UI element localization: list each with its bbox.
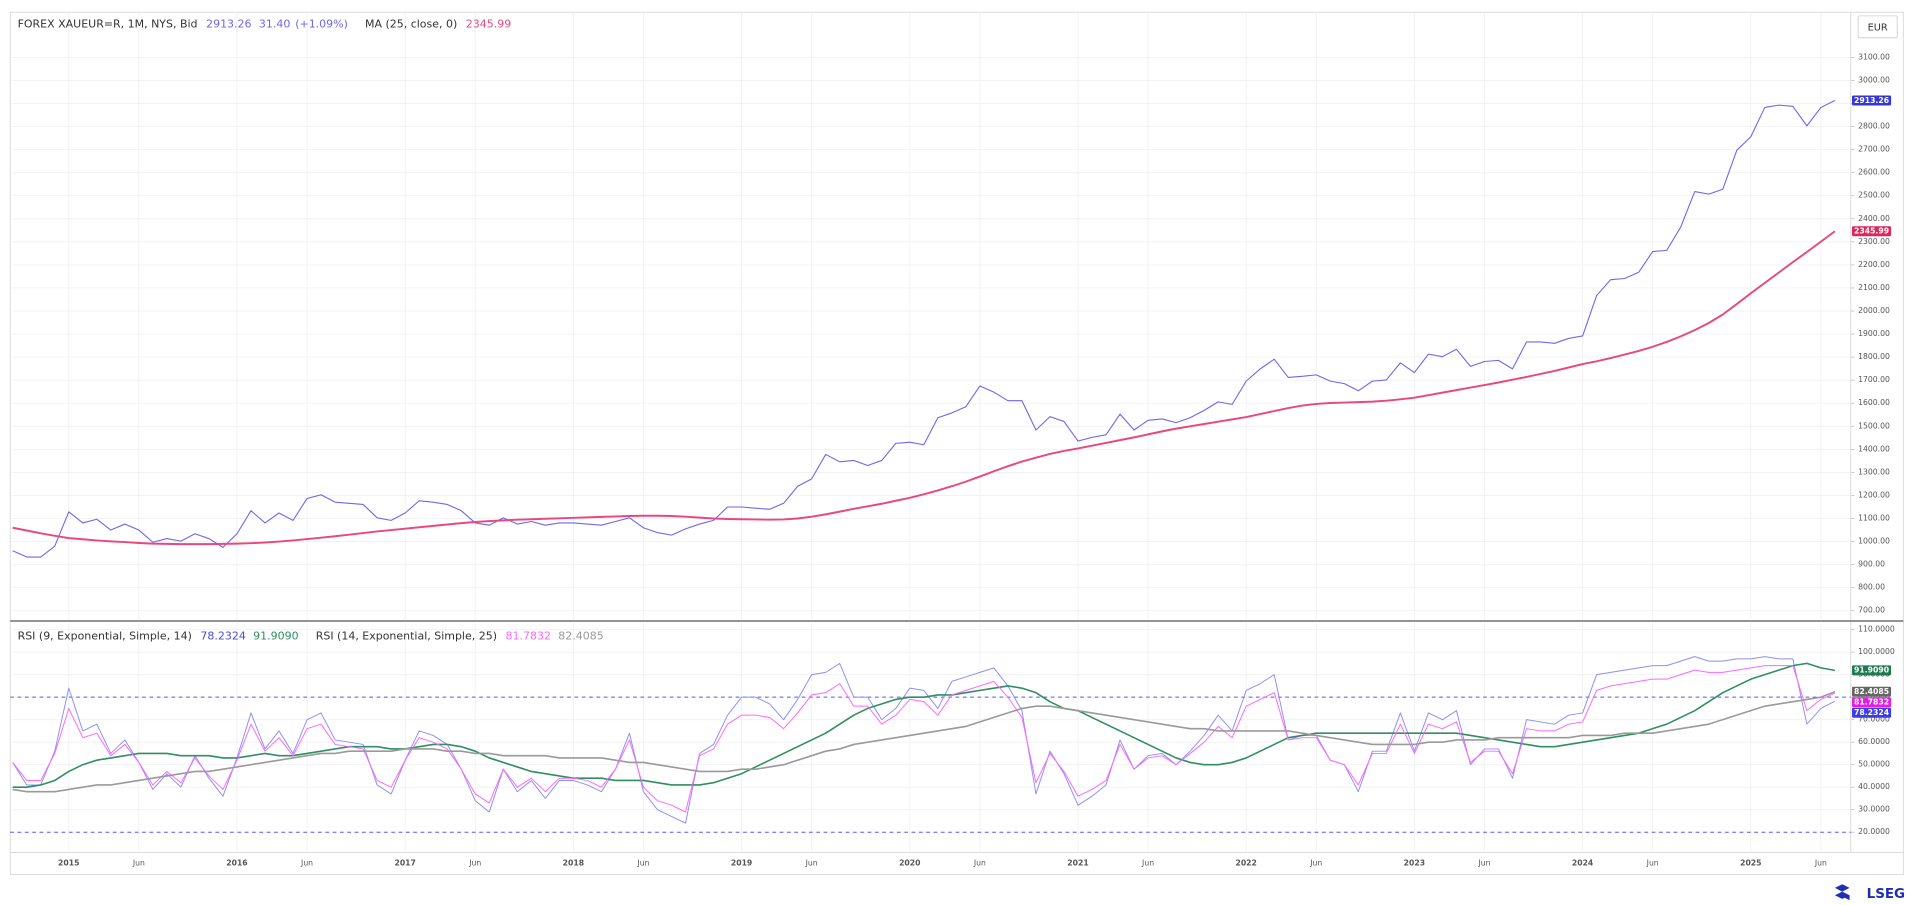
series-line [12, 230, 1836, 546]
x-tick-label: 2023 [1404, 858, 1425, 867]
legend-change-pct: (+1.09%) [295, 17, 348, 30]
y-tick-label: 50.0000 [1858, 760, 1890, 769]
series-line [12, 99, 1836, 558]
y-tick-label: 700.00 [1858, 606, 1885, 615]
y-tick-label: 1700.00 [1858, 375, 1890, 384]
x-tick-label: Jun [973, 858, 986, 867]
last-value-tag [1852, 686, 1892, 697]
y-tick-label: 2700.00 [1858, 145, 1890, 154]
y-tick-label: 900.00 [1858, 560, 1885, 569]
x-tick-label: 2018 [563, 858, 584, 867]
last-value-tag [1852, 697, 1892, 708]
last-value-tag [1852, 95, 1892, 106]
legend-name: FOREX XAUEUR=R, 1M, NYS, Bid [18, 17, 198, 30]
legend-change: 31.40 [259, 17, 290, 30]
y-tick-label: 1500.00 [1858, 421, 1890, 430]
last-value-tag-label: 2345.99 [1854, 227, 1889, 236]
y-tick-label: 100.0000 [1858, 647, 1895, 656]
series-line [12, 662, 1836, 788]
brand-logo: LSEG [1834, 884, 1905, 902]
y-tick-label: 2400.00 [1858, 214, 1890, 223]
y-tick-label: 2800.00 [1858, 122, 1890, 131]
x-tick-label: 2016 [226, 858, 247, 867]
x-tick-label: 2019 [731, 858, 752, 867]
x-tick-label: 2020 [899, 858, 920, 867]
legend-value: 82.4085 [558, 629, 603, 642]
legend-value: 78.2324 [200, 629, 245, 642]
last-value-tag-label: 91.9090 [1854, 666, 1889, 675]
x-tick-label: 2021 [1067, 858, 1088, 867]
y-tick-label: 1400.00 [1858, 444, 1890, 453]
x-tick-label: 2015 [58, 858, 79, 867]
legend-name: MA (25, close, 0) [365, 17, 457, 30]
last-value-tag-label: 2913.26 [1854, 96, 1889, 105]
last-value-tag [1852, 707, 1892, 718]
y-tick-label: 1200.00 [1858, 490, 1890, 499]
y-tick-label: 40.0000 [1858, 782, 1890, 791]
x-tick-label: 2025 [1740, 858, 1761, 867]
y-tick-label: 800.00 [1858, 583, 1885, 592]
x-tick-label: 2022 [1235, 858, 1256, 867]
last-value-tag-label: 78.2324 [1854, 708, 1889, 717]
x-tick-label: Jun [300, 858, 313, 867]
last-value-tag-label: 82.4085 [1854, 687, 1889, 696]
legend-name: RSI (14, Exponential, Simple, 25) [316, 629, 497, 642]
y-tick-label: 2500.00 [1858, 191, 1890, 200]
legend-value: 2913.26 [206, 17, 251, 30]
last-value-tag [1852, 226, 1892, 237]
x-tick-label: Jun [636, 858, 649, 867]
currency-label: EUR [1868, 22, 1888, 33]
last-value-tag-label: 81.7832 [1854, 698, 1889, 707]
y-tick-label: 1900.00 [1858, 329, 1890, 338]
y-tick-label: 1300.00 [1858, 467, 1890, 476]
y-tick-label: 60.0000 [1858, 737, 1890, 746]
y-tick-label: 110.0000 [1858, 625, 1895, 634]
x-tick-label: Jun [468, 858, 481, 867]
x-tick-label: Jun [1309, 858, 1322, 867]
y-tick-label: 20.0000 [1858, 827, 1890, 836]
series-line [12, 690, 1836, 793]
y-tick-label: 70.0000 [1858, 715, 1890, 724]
frame [9, 11, 1904, 875]
x-tick-label: Jun [805, 858, 818, 867]
y-tick-label: 30.0000 [1858, 805, 1890, 814]
y-tick-label: 2100.00 [1858, 283, 1890, 292]
x-tick-label: 2017 [394, 858, 415, 867]
legend-value: 2345.99 [466, 17, 511, 30]
x-tick-label: Jun [1477, 858, 1490, 867]
y-tick-label: 2200.00 [1858, 260, 1890, 269]
legend-name: RSI (9, Exponential, Simple, 14) [18, 629, 192, 642]
y-tick-label: 3100.00 [1858, 52, 1890, 61]
y-tick-label: 2000.00 [1858, 306, 1890, 315]
y-tick-label: 1100.00 [1858, 514, 1890, 523]
y-tick-label: 1000.00 [1858, 537, 1890, 546]
brand-name: LSEG [1867, 887, 1905, 902]
y-tick-label: 1600.00 [1858, 398, 1890, 407]
y-tick-label: 2300.00 [1858, 237, 1890, 246]
legend-value: 91.9090 [253, 629, 298, 642]
currency-box[interactable] [1857, 15, 1898, 39]
y-tick-label: 1800.00 [1858, 352, 1890, 361]
legend-value: 81.7832 [506, 629, 551, 642]
series-line [12, 665, 1836, 813]
x-tick-label: Jun [1141, 858, 1154, 867]
x-tick-label: Jun [132, 858, 145, 867]
plot-layer: 2015 Jun 2016 Jun 2017 Jun 2018 Jun 2019 Jun 2020 J… [10, 12, 1895, 867]
x-tick-label: Jun [1646, 858, 1659, 867]
brand-icon [1834, 884, 1850, 901]
y-tick-label: 3000.00 [1858, 75, 1890, 84]
last-value-tag [1852, 665, 1892, 676]
series-line [12, 656, 1836, 824]
y-tick-label: 2600.00 [1858, 168, 1890, 177]
x-tick-label: Jun [1814, 858, 1827, 867]
x-tick-label: 2024 [1572, 858, 1593, 867]
